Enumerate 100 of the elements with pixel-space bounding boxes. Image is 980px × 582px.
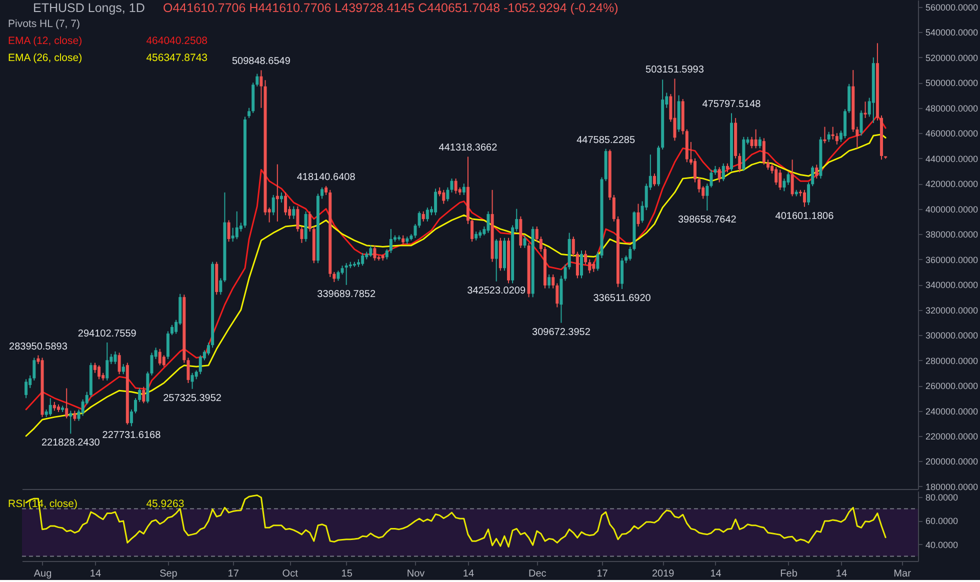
candlestick <box>198 354 202 375</box>
candlestick <box>219 278 222 296</box>
candlestick <box>811 165 814 187</box>
candlestick <box>778 169 782 190</box>
candlestick <box>802 189 806 208</box>
chart-subtitle: O441610.7706 H441610.7706 L439728.4145 C440651.7048 -1052.9294 (-0.24%) <box>163 1 618 15</box>
candlestick <box>552 274 555 289</box>
candlestick <box>284 192 288 216</box>
candlestick <box>470 218 474 242</box>
y-tick-label: 320000.0000 <box>926 305 978 316</box>
candlestick <box>835 132 838 145</box>
candlestick <box>134 398 138 414</box>
candlestick <box>864 101 867 118</box>
candlestick <box>454 178 458 194</box>
x-tick-label: 17 <box>596 568 608 580</box>
annotation: 309672.3952 <box>532 326 591 338</box>
candlestick <box>336 270 340 282</box>
candlestick <box>710 169 713 188</box>
candlestick <box>414 223 417 238</box>
candlestick <box>300 226 304 244</box>
candlestick <box>320 186 324 200</box>
y-tick-label: 300000.0000 <box>926 330 978 341</box>
y-tick-label: 380000.0000 <box>926 230 978 240</box>
annotation: 336511.6920 <box>593 292 652 304</box>
candlestick <box>580 250 583 279</box>
x-tick-label: Nov <box>406 568 425 580</box>
candlestick <box>235 210 238 240</box>
candlestick <box>418 210 421 228</box>
candlestick <box>422 210 425 222</box>
candlestick <box>248 107 251 118</box>
annotation: 45.9263 <box>146 498 184 510</box>
annotation: 221828.2430 <box>41 438 100 449</box>
candlestick <box>98 364 101 380</box>
candlestick <box>158 348 162 366</box>
candlestick <box>860 110 863 136</box>
annotation: 401601.1806 <box>775 210 834 222</box>
candlestick <box>207 342 210 356</box>
annotation: 418140.6408 <box>296 172 356 183</box>
candlestick <box>462 183 466 196</box>
candlestick <box>231 227 234 242</box>
candlestick <box>93 362 96 374</box>
x-tick-label: 14 <box>710 568 722 580</box>
candlestick <box>308 210 312 232</box>
candlestick <box>592 261 596 272</box>
y-tick-label: 60.0000 <box>926 516 958 526</box>
candlestick <box>186 357 190 384</box>
candlestick <box>150 352 154 376</box>
candlestick <box>786 172 790 186</box>
x-tick-label: Aug <box>34 568 52 580</box>
y-tick-label: 500000.0000 <box>926 78 978 88</box>
line-series <box>25 494 886 548</box>
candlestick <box>256 73 259 87</box>
candlestick <box>389 228 392 254</box>
y-tick-label: 420000.0000 <box>926 179 978 190</box>
x-tick-label: Mar <box>894 568 912 580</box>
candlestick <box>718 166 721 183</box>
candlestick <box>564 264 567 282</box>
annotation: Pivots HL (7, 7) <box>8 18 80 30</box>
candlestick <box>572 236 575 258</box>
candlestick <box>539 236 542 252</box>
annotation: 283950.5893 <box>9 341 68 352</box>
candlestick <box>280 192 283 204</box>
candlestick <box>782 178 786 192</box>
candlestick <box>556 282 559 308</box>
x-tick-label: 14 <box>836 568 848 580</box>
text: EMA (26, close) <box>8 52 82 64</box>
candlestick <box>324 185 328 196</box>
candlestick <box>486 210 490 234</box>
annotation: 227731.6168 <box>102 430 162 442</box>
candlestick <box>823 126 826 144</box>
candlestick <box>344 262 348 286</box>
x-tick-label: Oct <box>282 568 298 580</box>
x-tick-label: 15 <box>341 568 353 580</box>
candlestick <box>738 152 742 173</box>
y-tick-label: 440000.0000 <box>926 154 978 164</box>
y-tick-label: 260000.0000 <box>926 381 978 392</box>
candlestick <box>106 342 109 381</box>
candlestick <box>24 378 28 399</box>
candlestick <box>766 159 770 170</box>
x-tick-label: Feb <box>780 568 798 580</box>
y-tick-label: 400000.0000 <box>926 204 978 214</box>
x-tick-label: 14 <box>90 568 102 580</box>
y-tick-label: 180000.0000 <box>926 482 978 492</box>
candlestick <box>434 188 438 216</box>
candlestick <box>296 206 300 232</box>
annotation: 294102.7559 <box>78 328 137 340</box>
annotation: 441318.3662 <box>438 142 498 154</box>
candlestick <box>65 388 68 419</box>
candlestick <box>652 173 656 187</box>
candlestick <box>142 386 146 404</box>
x-tick-label: Dec <box>528 568 546 580</box>
candlestick <box>523 234 526 248</box>
candlestick <box>706 183 709 212</box>
y-tick-label: 480000.0000 <box>926 103 978 114</box>
candlestick <box>673 78 676 142</box>
candlestick <box>722 162 725 182</box>
candlestick <box>369 244 372 258</box>
candlestick <box>81 398 84 416</box>
candlestick <box>584 250 588 265</box>
candlestick <box>620 258 624 290</box>
